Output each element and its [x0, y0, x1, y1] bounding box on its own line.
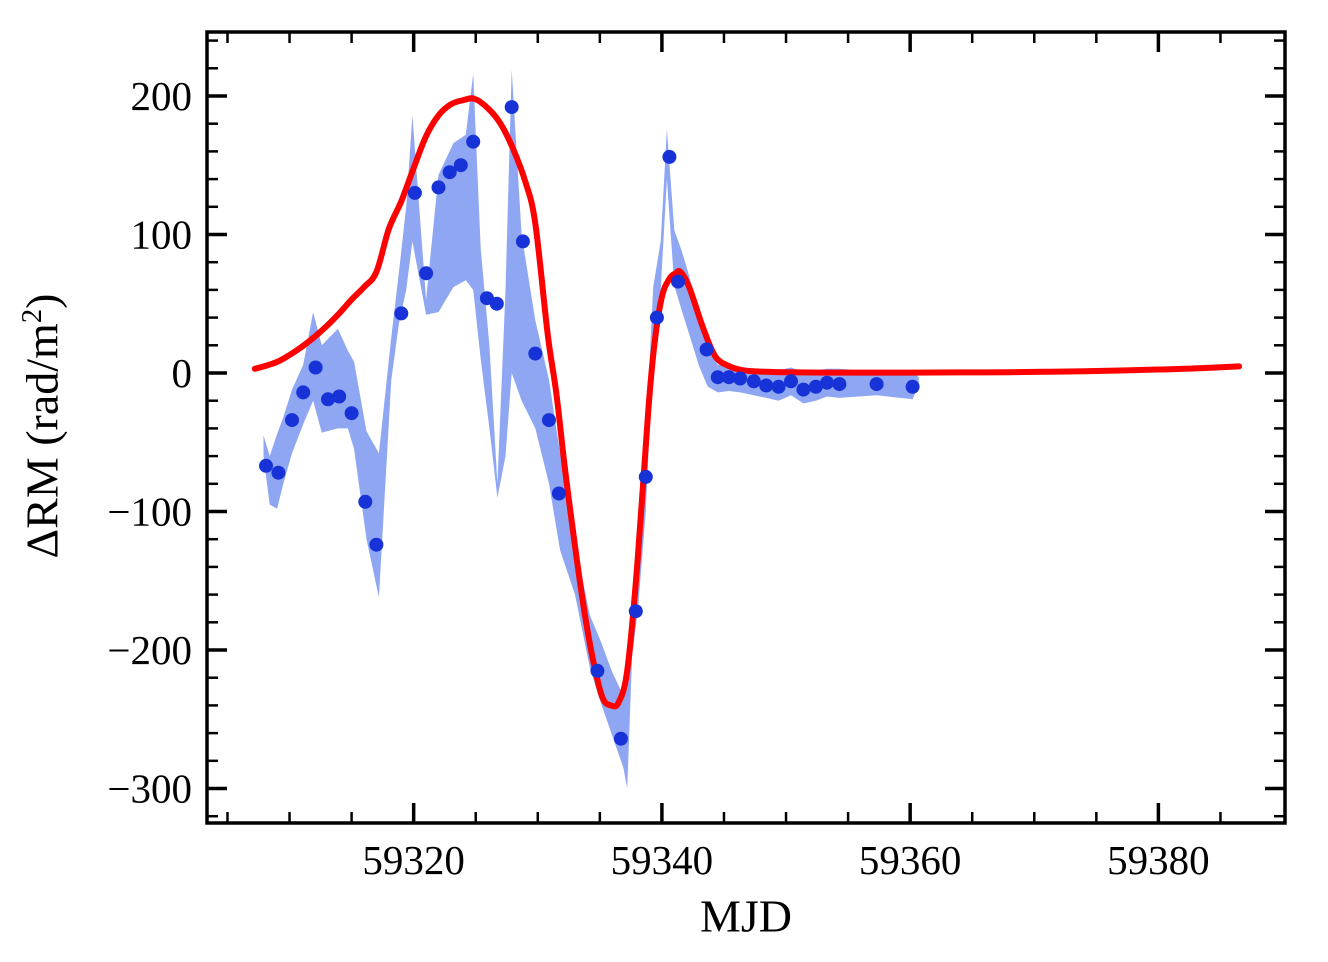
- data-point: [905, 379, 920, 394]
- y-tick-label: 0: [172, 350, 193, 396]
- data-point: [613, 731, 628, 746]
- data-point: [358, 494, 373, 509]
- y-axis-label: ΔRM (rad/m2): [16, 294, 69, 559]
- x-tick-label: 59360: [859, 837, 962, 883]
- model-curve: [251, 95, 1243, 710]
- data-point: [808, 379, 823, 394]
- data-point: [710, 370, 725, 385]
- data-point: [699, 342, 714, 357]
- x-tick-label: 59340: [611, 837, 714, 883]
- data-point: [321, 392, 335, 407]
- data-point: [733, 371, 748, 386]
- data-point: [662, 149, 677, 164]
- y-tick-label: −200: [107, 627, 192, 673]
- y-tick-label: −100: [107, 489, 192, 535]
- data-point: [551, 486, 566, 501]
- data-point: [869, 377, 884, 392]
- data-point: [832, 377, 847, 392]
- data-point: [296, 385, 311, 400]
- data-point: [759, 378, 774, 393]
- data-point: [419, 266, 434, 281]
- y-tick-label: 200: [131, 73, 193, 119]
- data-point: [504, 100, 519, 115]
- uncertainty-band: [263, 69, 919, 789]
- data-point: [784, 374, 798, 389]
- data-point: [590, 663, 605, 678]
- data-point: [431, 180, 446, 195]
- x-tick-label: 59380: [1107, 837, 1210, 883]
- data-point: [638, 469, 653, 484]
- data-point: [332, 389, 347, 404]
- data-point: [515, 234, 530, 249]
- data-point: [649, 310, 664, 325]
- data-point: [442, 165, 457, 180]
- data-point: [285, 413, 299, 428]
- data-point: [369, 537, 384, 552]
- data-point: [271, 465, 286, 480]
- data-point: [746, 374, 761, 389]
- data-point: [453, 158, 468, 173]
- data-point: [489, 296, 504, 311]
- data-point: [344, 406, 359, 421]
- x-axis-label: MJD: [699, 890, 793, 942]
- y-axis-label-text: ΔRM (rad/m: [16, 323, 68, 559]
- data-point: [308, 360, 323, 375]
- data-point: [771, 379, 786, 394]
- y-axis-label-superscript: 2: [17, 308, 49, 324]
- data-point: [796, 382, 811, 397]
- data-point: [466, 134, 481, 149]
- data-point: [721, 370, 736, 385]
- data-point: [542, 413, 556, 428]
- y-tick-label: −300: [107, 766, 192, 812]
- data-point: [628, 604, 643, 619]
- data-point: [528, 346, 543, 361]
- plot-frame: [205, 30, 1287, 825]
- data-point: [671, 274, 685, 289]
- data-point: [259, 458, 273, 473]
- data-point: [820, 375, 834, 390]
- y-tick-label: 100: [131, 211, 193, 257]
- data-point: [394, 306, 409, 321]
- y-axis-label-close: ): [16, 293, 68, 309]
- data-point: [407, 185, 422, 200]
- x-tick-label: 59320: [362, 837, 465, 883]
